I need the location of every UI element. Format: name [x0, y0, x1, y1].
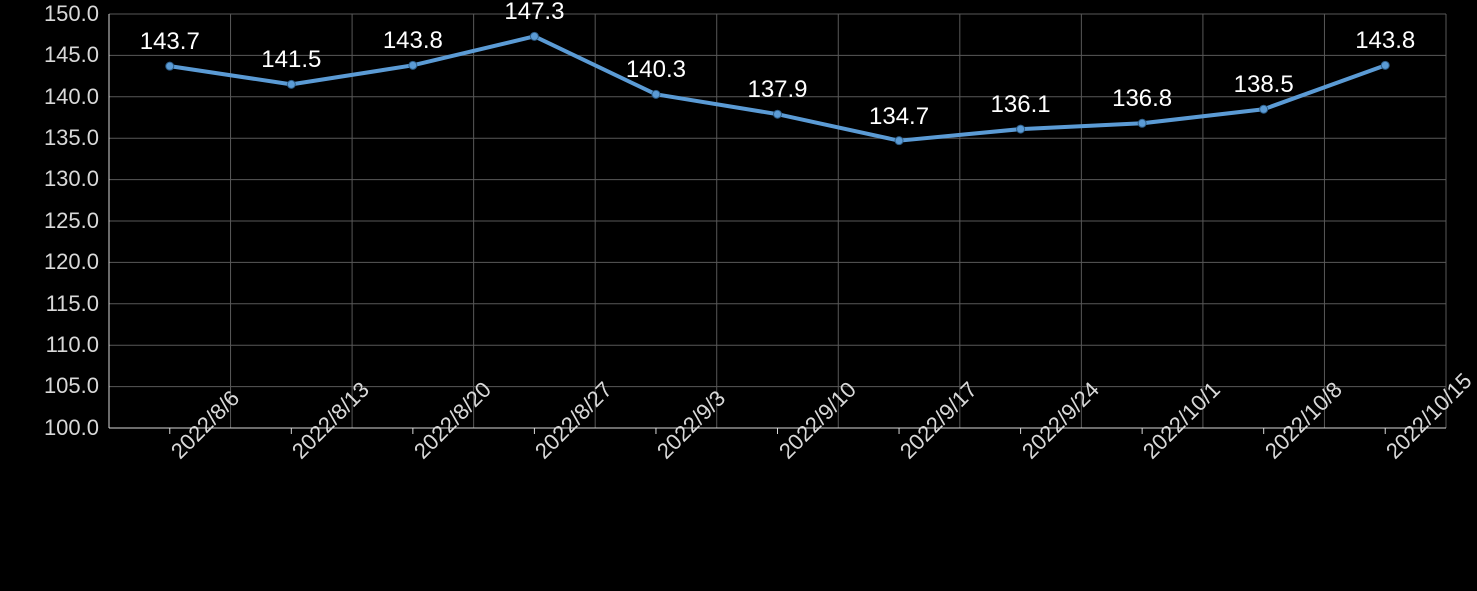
y-tick-label: 110.0 — [46, 332, 99, 358]
line-chart: 100.0 105.0 110.0 115.0 120.0 125.0 130.0 135.0… — [0, 0, 1477, 591]
data-label: 143.8 — [1355, 27, 1415, 55]
data-label: 141.5 — [261, 46, 321, 74]
data-label: 136.8 — [1112, 85, 1172, 113]
y-tick-label: 115.0 — [46, 291, 99, 317]
data-label: 138.5 — [1234, 71, 1294, 99]
y-tick-label: 145.0 — [44, 42, 99, 68]
data-label: 137.9 — [747, 76, 807, 104]
y-tick-label: 105.0 — [44, 373, 99, 399]
y-tick-label: 140.0 — [44, 84, 99, 110]
data-label: 143.7 — [140, 28, 200, 56]
y-tick-label: 150.0 — [44, 1, 99, 27]
data-label: 147.3 — [504, 0, 564, 26]
data-label: 140.3 — [626, 56, 686, 84]
data-label: 134.7 — [869, 103, 929, 131]
y-tick-label: 130.0 — [44, 166, 99, 192]
data-label: 143.8 — [383, 27, 443, 55]
y-tick-label: 135.0 — [44, 125, 99, 151]
data-label: 136.1 — [991, 91, 1051, 119]
y-tick-label: 125.0 — [44, 208, 99, 234]
y-tick-label: 100.0 — [44, 415, 99, 441]
y-tick-label: 120.0 — [44, 249, 99, 275]
